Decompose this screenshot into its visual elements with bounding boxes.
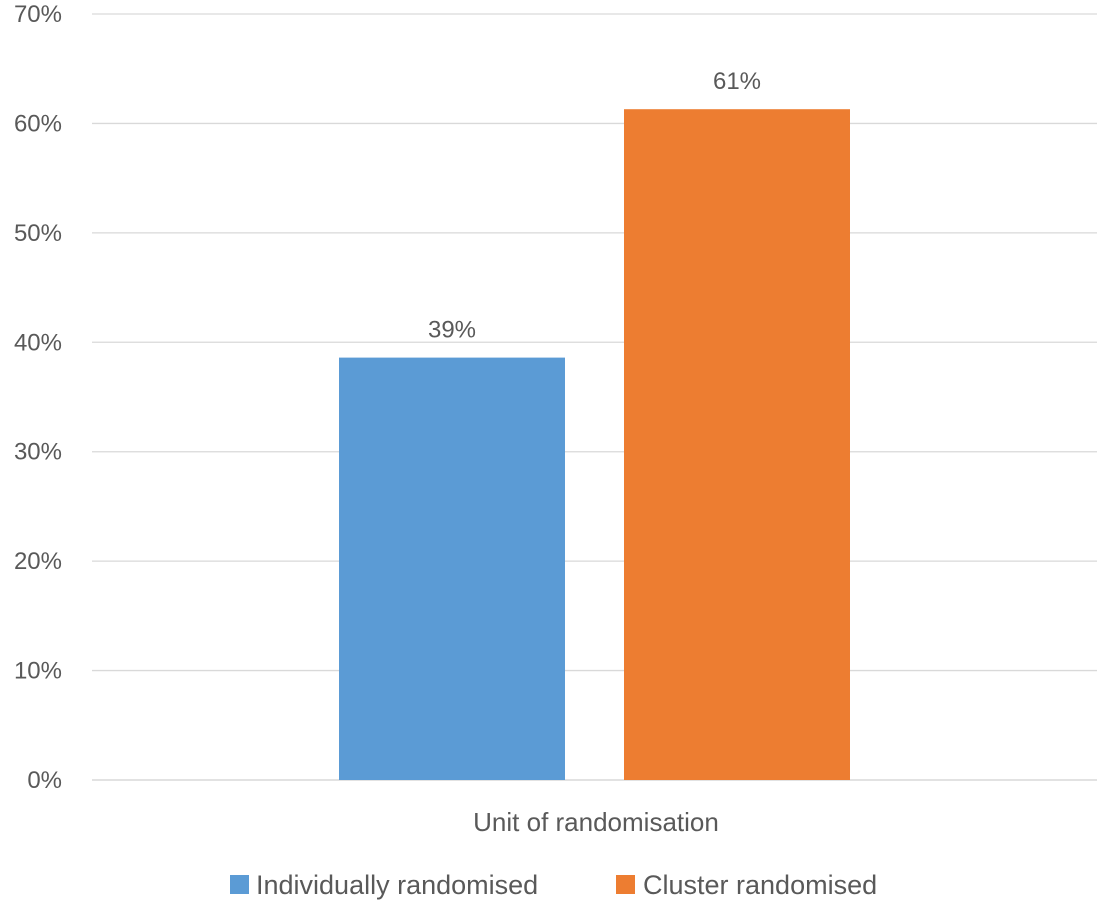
- y-tick-label: 10%: [14, 658, 62, 685]
- y-tick-label: 0%: [27, 767, 62, 794]
- legend-label: Individually randomised: [256, 870, 538, 900]
- bar-cluster-randomised: [624, 109, 850, 780]
- bar-individually-randomised: [339, 357, 565, 780]
- y-tick-label: 60%: [14, 110, 62, 137]
- y-tick-label: 40%: [14, 329, 62, 356]
- y-tick-label: 30%: [14, 439, 62, 466]
- legend-swatch: [616, 875, 635, 894]
- bars: [339, 109, 850, 780]
- y-tick-label: 70%: [14, 1, 62, 28]
- legend: Individually randomised Cluster randomise…: [230, 870, 877, 900]
- x-axis-title: Unit of randomisation: [473, 807, 719, 837]
- data-label: 61%: [713, 68, 761, 95]
- data-labels: 39% 61%: [428, 68, 761, 343]
- y-tick-label: 50%: [14, 220, 62, 247]
- y-axis-tick-labels: 0% 10% 20% 30% 40% 50% 60% 70%: [14, 1, 62, 794]
- legend-swatch: [230, 875, 249, 894]
- data-label: 39%: [428, 317, 476, 344]
- y-tick-label: 20%: [14, 548, 62, 575]
- gridlines: [92, 13, 1097, 781]
- legend-label: Cluster randomised: [643, 870, 877, 900]
